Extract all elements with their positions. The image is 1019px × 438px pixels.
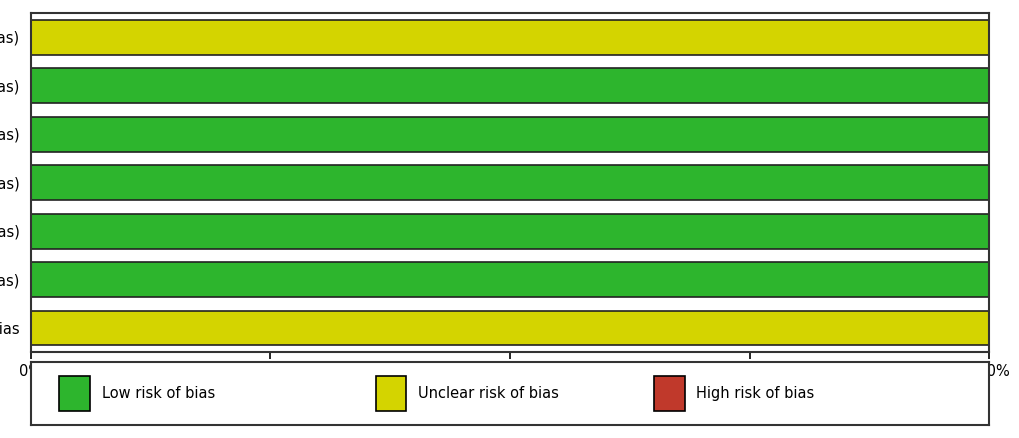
FancyBboxPatch shape bbox=[653, 376, 684, 411]
FancyBboxPatch shape bbox=[375, 376, 406, 411]
Bar bbox=[31, 165, 988, 200]
Bar bbox=[31, 311, 988, 346]
Text: Unclear risk of bias: Unclear risk of bias bbox=[418, 386, 558, 401]
Text: High risk of bias: High risk of bias bbox=[695, 386, 813, 401]
FancyBboxPatch shape bbox=[59, 376, 90, 411]
Bar bbox=[31, 262, 988, 297]
Bar bbox=[31, 20, 988, 55]
Bar bbox=[31, 68, 988, 103]
Bar bbox=[31, 117, 988, 152]
Bar bbox=[31, 214, 988, 248]
Text: Low risk of bias: Low risk of bias bbox=[102, 386, 215, 401]
